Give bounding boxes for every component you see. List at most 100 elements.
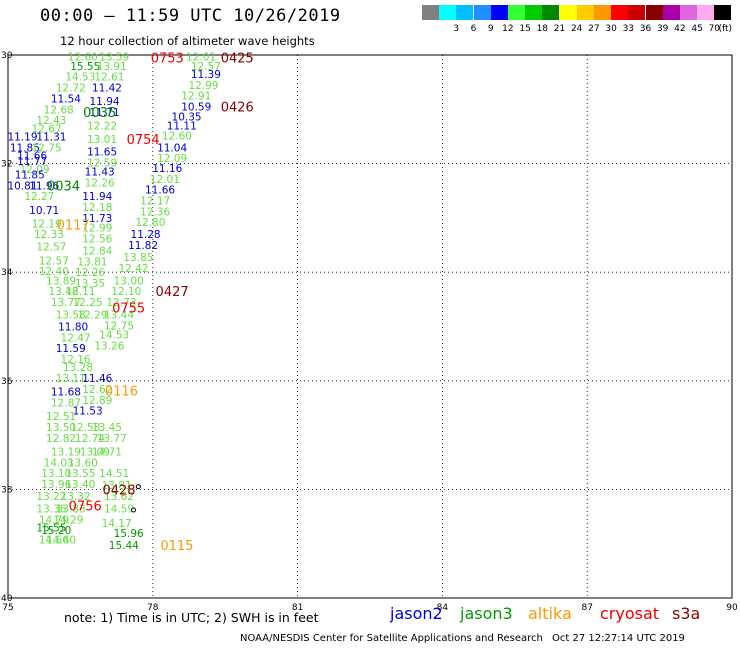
- wave-height-point: 12.61: [94, 72, 124, 84]
- scale-label: 30: [605, 24, 617, 34]
- x-tick-label: 90: [726, 603, 738, 613]
- wave-height-point: 13.40: [65, 479, 95, 491]
- scale-swatch: [611, 5, 629, 20]
- wave-height-point: 11.66: [145, 185, 175, 197]
- wave-height-point: 12.75: [32, 142, 62, 154]
- wave-height-point: 10.35: [172, 111, 202, 123]
- scale-label: 3: [453, 24, 460, 34]
- wave-height-point: 13.28: [63, 362, 93, 374]
- wave-height-point: 12.84: [82, 245, 112, 257]
- wave-height-point: 12.01: [150, 174, 180, 186]
- wave-height-point: 12.01: [186, 52, 216, 64]
- scale-label: 9: [487, 24, 494, 34]
- wave-height-point: 10.59: [181, 102, 211, 114]
- scale-swatch: [559, 5, 577, 20]
- wave-height-point: 10.71: [29, 205, 59, 217]
- wave-height-point: 13.26: [94, 341, 124, 353]
- wave-height-point: 13.62: [104, 491, 134, 503]
- wave-height-point: 11.53: [73, 406, 103, 418]
- scale-swatch: [439, 5, 457, 20]
- wave-height-point: 12.33: [34, 229, 64, 241]
- wave-height-point: 11.94: [90, 96, 120, 108]
- pass-time-label: 0753: [151, 52, 184, 67]
- wave-height-point: 15.44: [109, 540, 139, 552]
- pass-time-label: 0428: [102, 483, 135, 498]
- wave-height-point: 11.66: [17, 150, 47, 162]
- legend-item-s3a: s3a: [672, 604, 701, 623]
- wave-height-point: 12.60: [162, 130, 192, 142]
- wave-height-point: 14.40: [46, 534, 76, 546]
- scale-swatch: [714, 5, 732, 20]
- x-tick-label: 75: [2, 603, 13, 613]
- scale-swatch: [525, 5, 543, 20]
- scale-swatch: [473, 5, 491, 20]
- scale-label: 27: [588, 24, 600, 34]
- wave-height-point: 11.73: [82, 213, 112, 225]
- x-tick-label: 81: [292, 603, 303, 613]
- wave-height-point: 12.40: [39, 266, 69, 278]
- wave-height-point: 13.09: [80, 446, 110, 458]
- wave-height-point: 13.48: [48, 286, 78, 298]
- wave-height-point: 11.80: [58, 322, 88, 334]
- wave-height-point: 12.25: [73, 297, 103, 309]
- track-marker: [130, 507, 136, 513]
- wave-height-point: 13.19: [51, 446, 81, 458]
- wave-height-point: 12.73: [106, 297, 136, 309]
- scale-label: 70: [708, 24, 721, 34]
- wave-height-point: 13.22: [36, 491, 66, 503]
- wave-height-point: 13.96: [41, 479, 71, 491]
- y-tick-label: 38: [1, 485, 13, 495]
- page-subtitle: 12 hour collection of altimeter wave hei…: [60, 34, 315, 48]
- wave-height-point: 12.51: [46, 411, 76, 423]
- wave-height-point: 12.17: [140, 196, 170, 208]
- wave-height-point: 13.89: [46, 275, 76, 287]
- wave-height-point: 13.45: [92, 422, 122, 434]
- wave-height-point: 11.04: [157, 142, 187, 154]
- scale-swatch: [645, 5, 663, 20]
- scale-label: 18: [536, 24, 549, 34]
- wave-height-point: 12.87: [51, 398, 81, 410]
- wave-height-point: 12.59: [87, 158, 117, 170]
- scale-label: 42: [674, 24, 686, 34]
- scale-label: 6: [470, 24, 477, 34]
- wave-height-point: 12.72: [56, 83, 86, 95]
- wave-height-point: 11.28: [131, 229, 161, 241]
- plot-frame: [7, 54, 733, 599]
- scale-swatch: [456, 5, 474, 20]
- wave-height-point: 12.47: [61, 332, 91, 344]
- wave-height-point: 11.16: [152, 163, 182, 175]
- wave-height-point: 11.42: [92, 83, 122, 95]
- scale-label: 21: [553, 24, 566, 34]
- scale-swatch: [594, 5, 611, 20]
- wave-height-point: 14.29: [53, 514, 83, 526]
- wave-height-point: 13.01: [87, 134, 117, 146]
- wave-height-point: 12.82: [46, 433, 76, 445]
- wave-height-point: 15.20: [41, 525, 71, 537]
- scale-swatch: [490, 5, 508, 20]
- wave-height-point: 11.31: [36, 131, 66, 143]
- wave-height-point: 14.71: [92, 446, 122, 458]
- wave-height-point: 13.59: [99, 52, 129, 64]
- footer-credit: NOAA/NESDIS Center for Satellite Applica…: [240, 633, 543, 644]
- wave-height-point: 12.99: [82, 223, 112, 235]
- wave-height-point: 13.85: [123, 252, 153, 264]
- scale-swatch: [680, 5, 697, 20]
- x-tick-label: 84: [437, 603, 449, 613]
- scale-swatch: [422, 5, 439, 20]
- wave-height-point: 11.46: [82, 373, 112, 385]
- wave-height-point: 12.18: [82, 202, 112, 214]
- pass-time-label: 0756: [69, 500, 102, 515]
- wave-height-point: 12.91: [181, 91, 211, 103]
- wave-height-point: 15.96: [114, 528, 144, 540]
- wave-height-point: 12.80: [135, 217, 165, 229]
- wave-height-point: 12.11: [65, 286, 95, 298]
- page-title: 00:00 – 11:59 UTC 10/26/2019: [40, 6, 341, 26]
- wave-height-point: 13.44: [104, 310, 134, 322]
- wave-height-point: 11.96: [29, 180, 59, 192]
- legend-note: note: 1) Time is in UTC; 2) SWH is in fe…: [64, 610, 319, 625]
- scale-label: 45: [691, 24, 703, 34]
- scale-unit: (ft): [718, 24, 732, 34]
- wave-height-point: 12.09: [157, 153, 187, 165]
- wave-height-point: 12.29: [77, 310, 107, 322]
